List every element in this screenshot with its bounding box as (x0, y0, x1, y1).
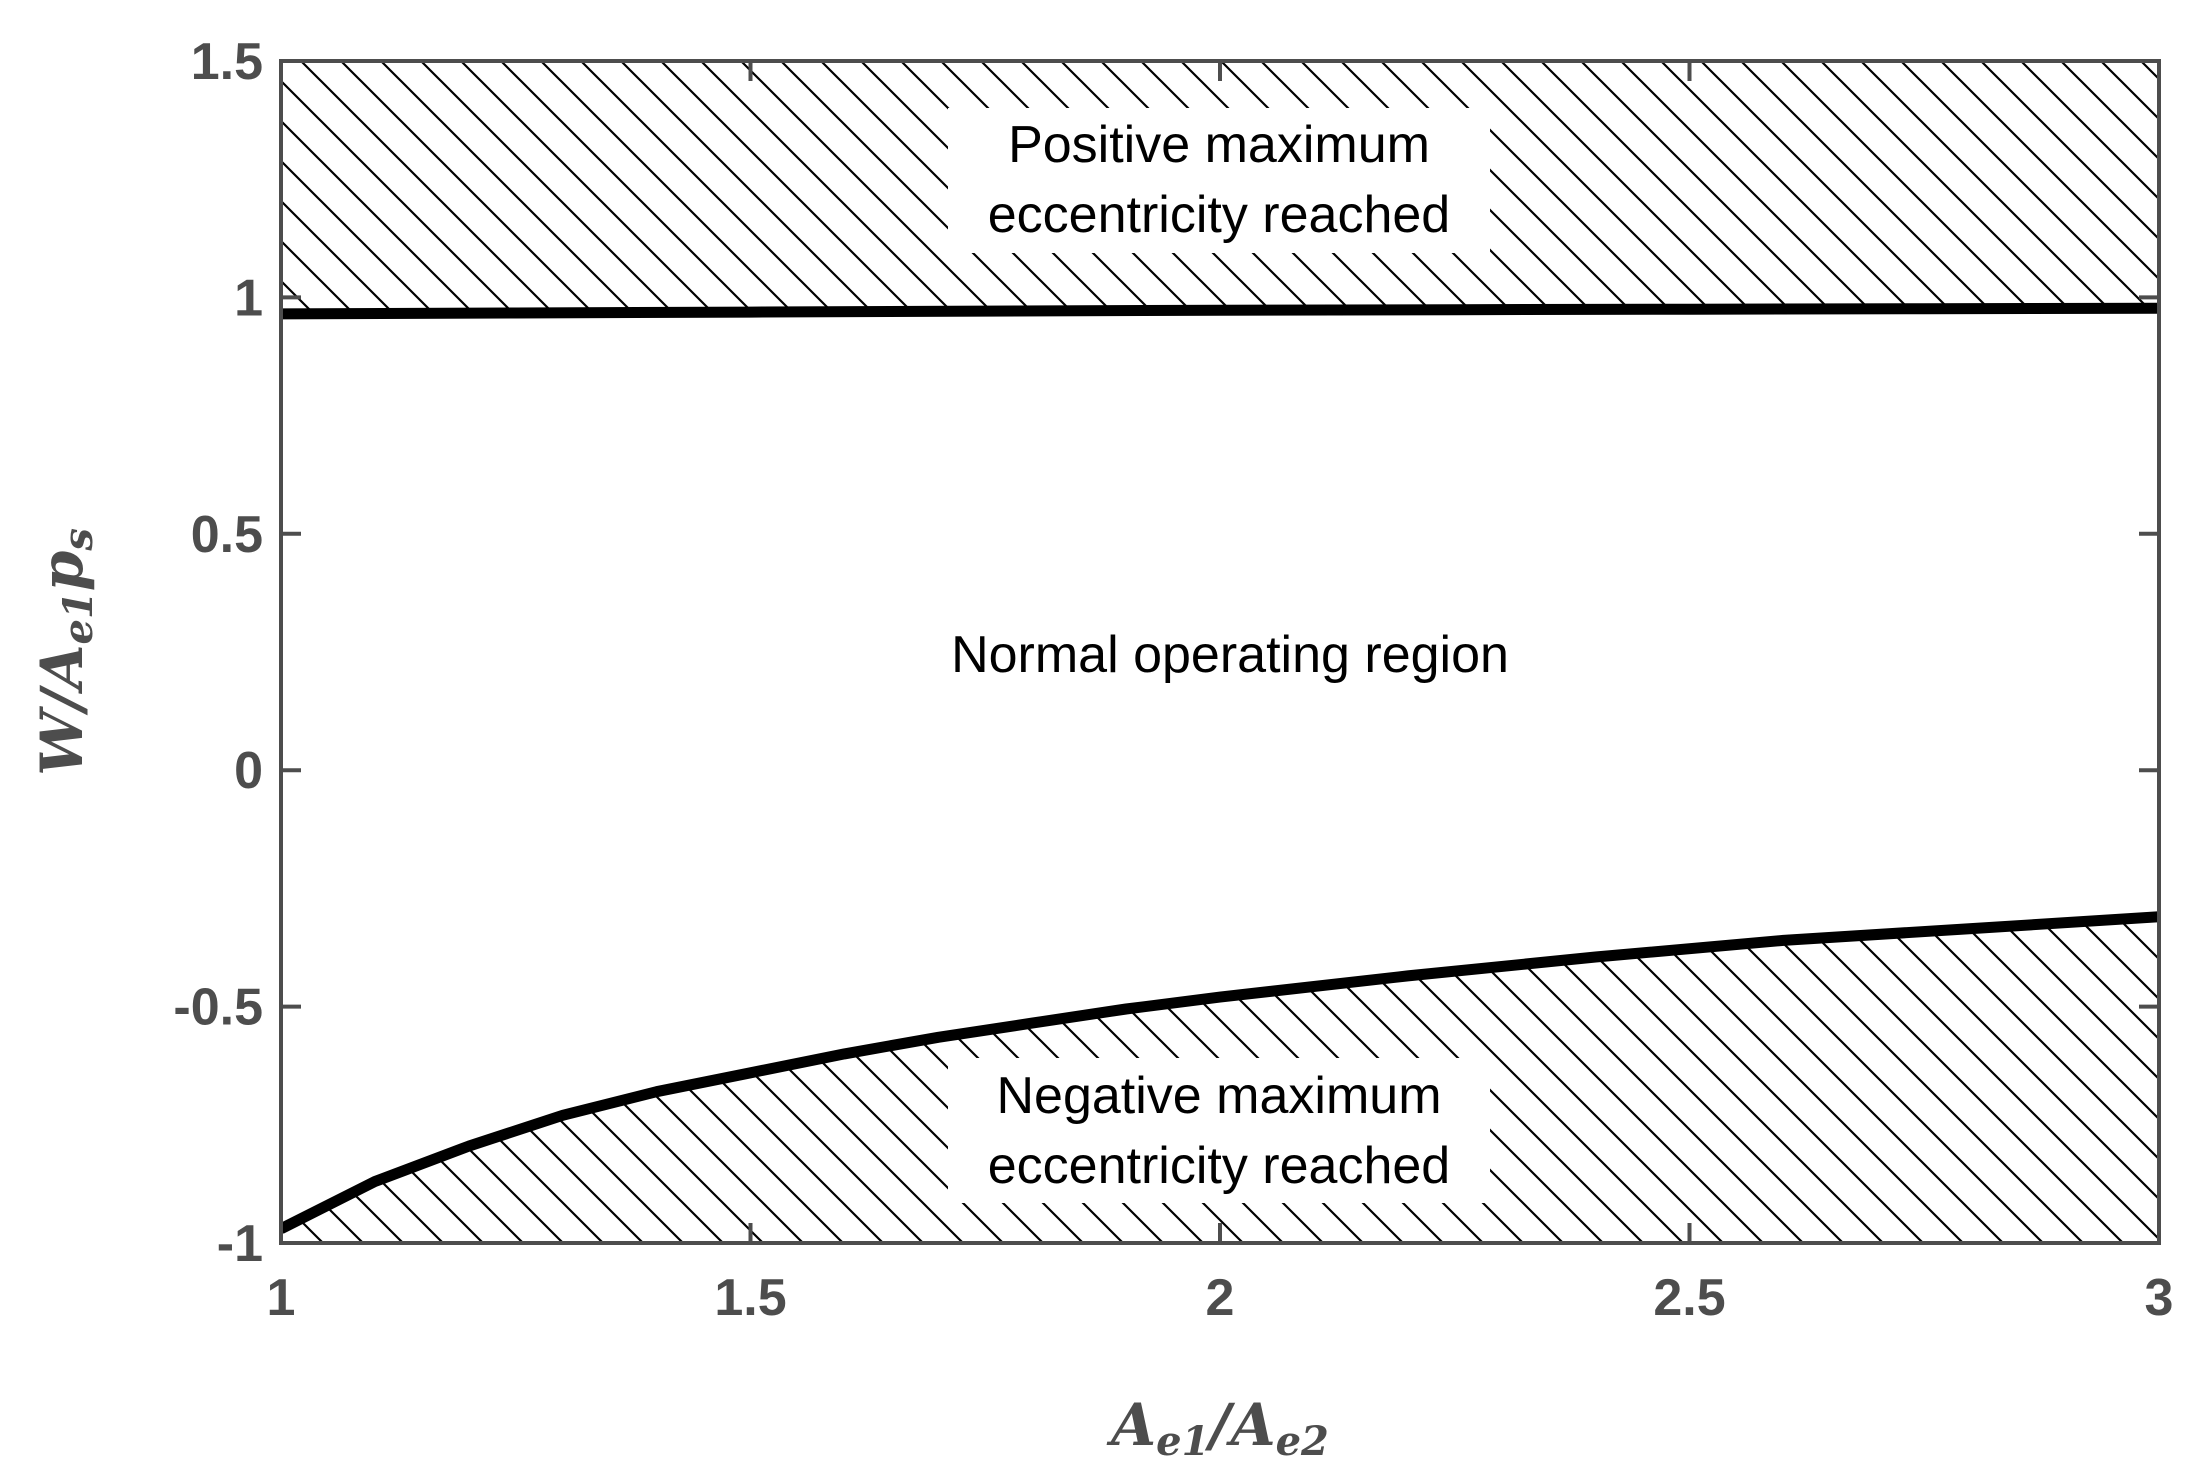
x-tick-label: 1 (267, 1269, 296, 1327)
x-axis-label: Ae1/Ae2 (1106, 1391, 1329, 1465)
y-label-w: W (28, 706, 96, 776)
x-tick-label: 1.5 (714, 1269, 786, 1327)
negative-annotation-line2: eccentricity reached (988, 1137, 1450, 1195)
x-label-sub1: e1 (1156, 1418, 1209, 1465)
x-tick-label: 3 (2145, 1269, 2174, 1327)
x-label-a2: A (1226, 1391, 1276, 1459)
y-label-p: p (28, 551, 96, 592)
x-tick-label: 2 (1206, 1269, 1235, 1327)
y-tick-label: 1.5 (191, 33, 263, 91)
y-tick-label: 0 (234, 742, 263, 800)
y-tick-label: -1 (217, 1215, 263, 1273)
y-tick-labels: -1 -0.5 0 0.5 1 1.5 (173, 33, 263, 1273)
x-tick-labels: 1 1.5 2 2.5 3 (267, 1269, 2174, 1327)
positive-label-mask (948, 108, 1490, 253)
x-label-sep: / (1204, 1391, 1235, 1459)
axis-ticks (279, 59, 2161, 1245)
y-tick-label: 1 (234, 269, 263, 327)
y-label-sub-p: s (55, 528, 102, 552)
x-label-a1: A (1106, 1391, 1156, 1459)
lower-boundary-line (281, 911, 2159, 1234)
y-tick-label: -0.5 (173, 979, 263, 1037)
x-tick-label: 2.5 (1653, 1269, 1725, 1327)
positive-annotation-line1: Positive maximum (1008, 116, 1430, 174)
y-label-a: A (28, 645, 96, 695)
y-label-sep: / (28, 685, 96, 716)
negative-label-mask (948, 1058, 1490, 1203)
positive-annotation-line2: eccentricity reached (988, 186, 1450, 244)
normal-annotation: Normal operating region (951, 626, 1509, 684)
negative-annotation-line1: Negative maximum (996, 1067, 1441, 1125)
x-label-sub2: e2 (1276, 1418, 1329, 1465)
upper-boundary-line (281, 302, 2159, 320)
y-label-sub-a: e1 (55, 591, 102, 644)
y-tick-label: 0.5 (191, 506, 263, 564)
y-axis-label: W/Ae1ps (28, 528, 102, 776)
